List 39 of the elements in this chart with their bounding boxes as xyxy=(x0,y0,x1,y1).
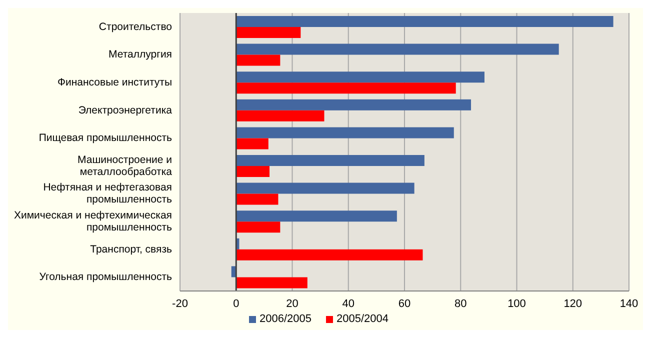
x-tick-label: 60 xyxy=(398,298,411,310)
x-tick-label: 40 xyxy=(342,298,354,310)
bar xyxy=(236,110,324,122)
bar xyxy=(236,155,424,166)
y-tick-label: Финансовые институты xyxy=(58,76,172,88)
bar xyxy=(236,127,454,138)
y-tick-label: Пищевая промышленность xyxy=(38,132,173,144)
y-tick-label: Металлургия xyxy=(108,48,172,61)
x-tick-label: 20 xyxy=(286,298,298,310)
y-tick-label: Химическая и нефтехимическая промышленность xyxy=(14,210,173,234)
y-tick-label: Угольная промышленность xyxy=(39,271,173,284)
bar xyxy=(236,249,423,260)
x-tick-label: 0 xyxy=(233,298,240,310)
y-tick-label: Нефтяная и нефтегазовая промышленность xyxy=(43,182,173,206)
legend-label: 2005/2004 xyxy=(336,313,388,325)
bar xyxy=(236,99,472,110)
bar xyxy=(236,44,559,55)
bar xyxy=(236,166,270,177)
y-tick-label: Транспорт, связь xyxy=(90,243,173,256)
bar xyxy=(236,222,280,233)
x-tick-label: 120 xyxy=(564,298,582,310)
x-tick-label: 140 xyxy=(620,298,638,310)
x-tick-label: -20 xyxy=(172,298,188,310)
y-tick-label: Машиностроение и металлообработка xyxy=(78,154,172,178)
bar xyxy=(236,82,456,94)
bar xyxy=(236,210,397,222)
bar xyxy=(236,194,278,205)
bar xyxy=(236,138,268,150)
legend-label: 2006/2005 xyxy=(258,313,312,325)
bar xyxy=(236,16,614,27)
y-tick-label: Электроэнергетика xyxy=(78,104,172,116)
x-tick-label: 80 xyxy=(454,298,467,310)
bar xyxy=(236,182,414,194)
y-tick-label: Строительство xyxy=(98,20,172,33)
bar xyxy=(236,27,301,38)
bar xyxy=(236,277,308,288)
bar xyxy=(236,54,280,66)
bar xyxy=(236,72,484,83)
x-tick-label: 100 xyxy=(508,298,526,310)
